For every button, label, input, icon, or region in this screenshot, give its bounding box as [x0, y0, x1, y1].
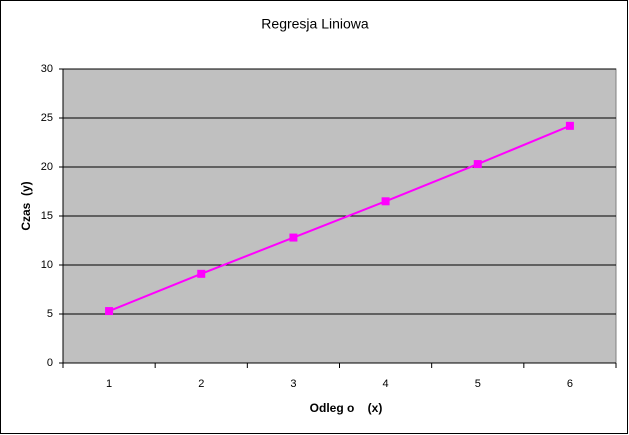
x-tick-label: 1 — [106, 378, 112, 390]
y-tick-label: 15 — [41, 210, 53, 222]
x-tick-label: 5 — [475, 378, 481, 390]
series-line — [108, 124, 571, 312]
data-point — [289, 233, 298, 242]
y-tick-label: 5 — [47, 308, 53, 320]
y-tick-label: 0 — [47, 357, 53, 369]
y-tick-label: 30 — [41, 63, 53, 75]
data-point — [197, 269, 206, 278]
y-tick-label: 10 — [41, 259, 53, 271]
data-point — [565, 121, 574, 130]
x-tick-label: 2 — [198, 378, 204, 390]
y-tick-label: 20 — [41, 161, 53, 173]
y-tick-label: 25 — [41, 112, 53, 124]
x-tick-label: 6 — [567, 378, 573, 390]
x-tick-label: 4 — [383, 378, 389, 390]
x-axis-title: Odleg o (x) — [310, 401, 383, 415]
data-point — [105, 307, 114, 316]
x-tick-label: 3 — [290, 378, 296, 390]
data-point — [473, 160, 482, 169]
y-axis-title: Czas (y) — [19, 181, 33, 230]
data-point — [381, 197, 390, 206]
chart-title: Regresja Liniowa — [261, 16, 369, 32]
